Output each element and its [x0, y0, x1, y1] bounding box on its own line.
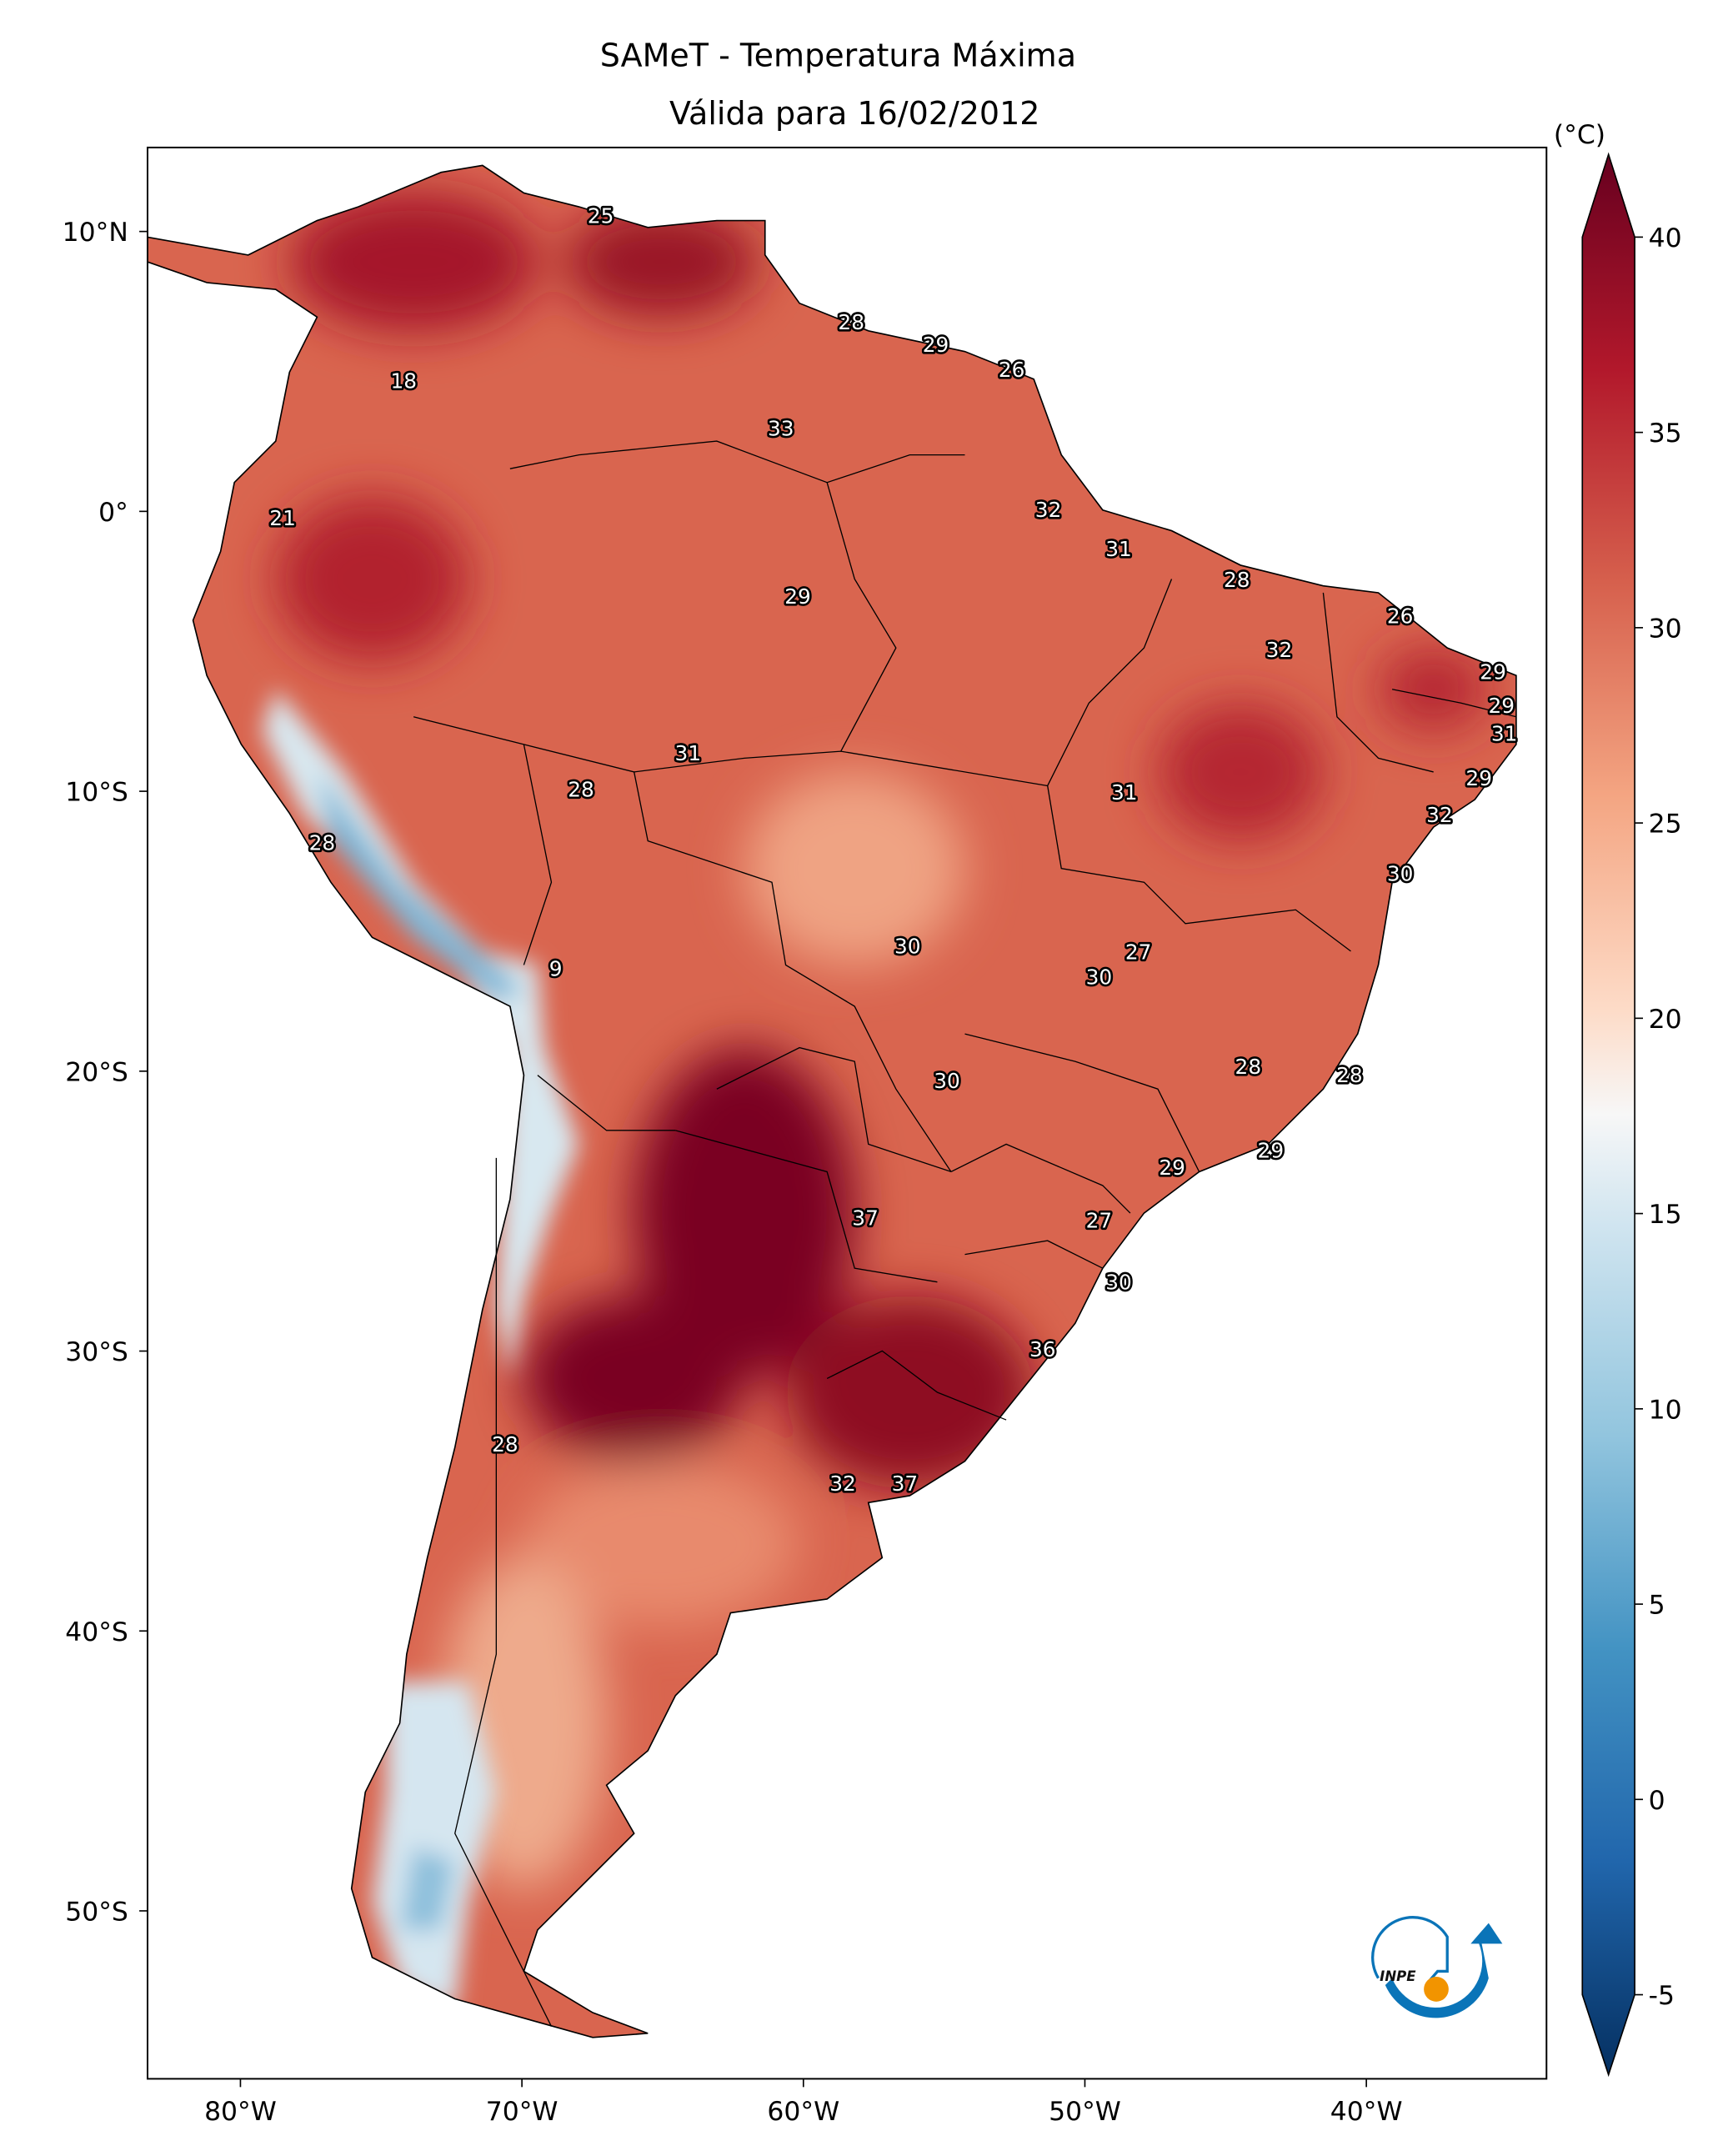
- station-temperature-label: 21: [269, 506, 296, 530]
- station-temperature-label: 28: [1235, 1055, 1262, 1079]
- colorbar-tick-label: 20: [1649, 1005, 1682, 1035]
- y-tick-label: 30°S: [65, 1337, 128, 1367]
- temperature-field: [262, 193, 1489, 2013]
- colorbar-tick-label: 10: [1649, 1395, 1682, 1425]
- chart-subtitle: Válida para 16/02/2012: [669, 95, 1040, 132]
- station-temperature-label: 32: [1266, 638, 1293, 662]
- station-temperature-label: 27: [1125, 940, 1152, 964]
- map-area: 25 28 29 26 18 33 21 32 31 28 29 26 32 29 29 31 31 29 28 31…: [147, 146, 1548, 2080]
- x-axis-ticks: 80°W 70°W 60°W 50°W 40°W: [204, 2078, 1403, 2127]
- station-temperature-label: 18: [391, 369, 418, 393]
- station-temperature-label: 9: [549, 957, 563, 981]
- map-frame: [147, 146, 1548, 2080]
- station-temperature-label: 30: [1086, 965, 1113, 990]
- station-temperature-label: 25: [588, 203, 614, 228]
- y-tick-label: 0°: [98, 498, 128, 528]
- colorbar-tick-label: 5: [1649, 1591, 1665, 1621]
- station-temperature-label: 28: [309, 830, 336, 855]
- x-tick-label: 80°W: [204, 2097, 277, 2127]
- station-temperature-label: 28: [1336, 1063, 1363, 1087]
- station-temperature-label: 30: [1105, 1271, 1132, 1295]
- colorbar-tick-label: 25: [1649, 810, 1682, 840]
- station-temperature-label: 30: [934, 1069, 960, 1093]
- station-temperature-label: 32: [1426, 803, 1453, 827]
- station-temperature-label: 37: [892, 1472, 919, 1496]
- colorbar-ticks: -5 0 5 10 15 20 25 30 35 40: [1635, 223, 1682, 2011]
- station-temperature-label: 37: [852, 1206, 879, 1230]
- station-temperature-label: 32: [829, 1472, 856, 1496]
- station-temperature-label: 26: [1387, 604, 1414, 628]
- station-temperature-label: 29: [1258, 1139, 1285, 1163]
- country-borders: [413, 440, 1517, 2027]
- station-temperature-label: 28: [492, 1432, 518, 1457]
- station-temperature-label: 31: [1491, 722, 1518, 746]
- station-temperature-label: 32: [1035, 498, 1062, 522]
- station-temperature-label: 26: [999, 358, 1025, 382]
- y-axis-ticks: 10°N 0° 10°S 20°S 30°S 40°S 50°S: [63, 218, 148, 1928]
- station-temperature-label: 28: [568, 778, 594, 802]
- station-temperature-label: 29: [923, 333, 949, 357]
- colorbar-tick-label: 40: [1649, 223, 1682, 253]
- colorbar-tick-label: 35: [1649, 419, 1682, 449]
- station-temperature-label: 29: [1480, 660, 1506, 684]
- colorbar-tick-label: 0: [1649, 1786, 1665, 1816]
- station-temperature-label: 31: [675, 741, 702, 765]
- colorbar-tick-label: 30: [1649, 614, 1682, 644]
- station-temperature-label: 27: [1086, 1209, 1113, 1233]
- y-tick-label: 10°S: [65, 778, 128, 808]
- station-labels: 25 28 29 26 18 33 21 32 31 28 29 26 32 29 29 31 31 29 28 31…: [268, 202, 1520, 1498]
- station-temperature-label: 28: [1224, 568, 1250, 592]
- station-temperature-label: 29: [1488, 694, 1515, 718]
- coastline: [147, 164, 1517, 2038]
- y-tick-label: 20°S: [65, 1057, 128, 1087]
- colorbar-tick-label: -5: [1649, 1981, 1675, 2011]
- x-tick-label: 60°W: [767, 2097, 839, 2127]
- station-temperature-label: 31: [1105, 537, 1132, 561]
- y-tick-label: 50°S: [65, 1898, 128, 1928]
- logo-text: INPE: [1380, 1968, 1416, 1984]
- inpe-logo: INPE: [1371, 1916, 1503, 2018]
- x-tick-label: 70°W: [486, 2097, 558, 2127]
- station-temperature-label: 33: [768, 417, 794, 441]
- colorbar-tick-label: 15: [1649, 1200, 1682, 1230]
- south-america-land: [148, 165, 1516, 2038]
- station-temperature-label: 28: [838, 310, 864, 334]
- y-tick-label: 10°N: [63, 218, 128, 248]
- station-temperature-label: 29: [784, 584, 811, 609]
- colorbar-body: [1581, 152, 1635, 2078]
- station-temperature-label: 36: [1029, 1337, 1056, 1361]
- station-temperature-label: 29: [1159, 1156, 1185, 1180]
- station-temperature-label: 30: [894, 935, 921, 959]
- station-temperature-label: 30: [1387, 861, 1414, 885]
- station-temperature-label: 29: [1465, 766, 1492, 790]
- x-tick-label: 50°W: [1049, 2097, 1121, 2127]
- y-tick-label: 40°S: [65, 1617, 128, 1647]
- chart-title: SAMeT - Temperatura Máxima: [600, 37, 1076, 73]
- colorbar-label: (°C): [1554, 120, 1605, 150]
- colorbar: (°C) -5 0 5 10 15 20 25 30 35 40: [1554, 120, 1682, 2078]
- station-temperature-label: 31: [1111, 780, 1138, 805]
- x-tick-label: 40°W: [1330, 2097, 1403, 2127]
